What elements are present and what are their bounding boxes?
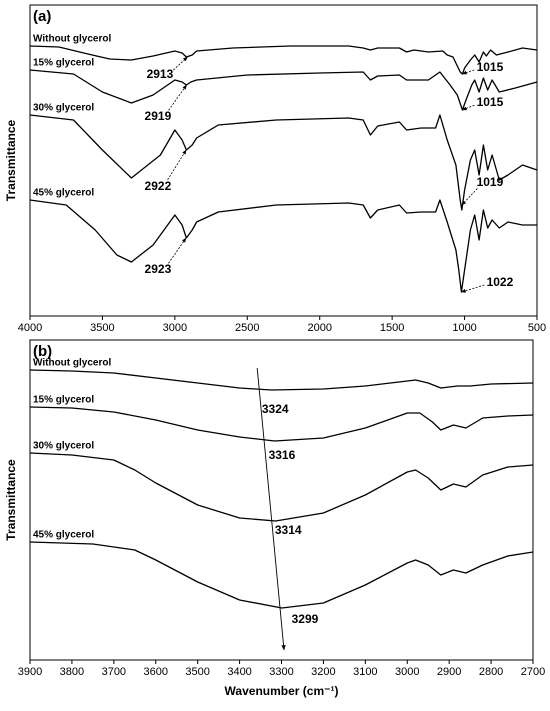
x-tick-label: 1500: [380, 322, 404, 334]
x-tick-label: 3400: [227, 666, 251, 678]
spectrum-line: [29, 45, 538, 75]
peak-label: 1015: [477, 60, 504, 74]
x-tick-label: 4000: [18, 322, 42, 334]
spectrum-line: [29, 406, 534, 442]
peak-label: 3314: [275, 523, 302, 537]
x-tick-label: 1000: [452, 322, 476, 334]
series-label: Without glycerol: [33, 358, 111, 369]
x-tick-label: 3000: [395, 666, 419, 678]
x-tick-label: 2700: [521, 666, 545, 678]
x-tick-label: 2900: [437, 666, 461, 678]
x-tick-label: 3300: [269, 666, 293, 678]
x-tick-label: 500: [528, 322, 546, 334]
x-tick-label: 2800: [479, 666, 503, 678]
spectrum-line: [29, 69, 538, 111]
peak-label: 1015: [477, 95, 504, 109]
spectrum-line: [29, 452, 534, 522]
series-label: 45% glycerol: [33, 530, 94, 541]
x-tick-label: 2500: [235, 322, 259, 334]
y-axis-label: Transmittance: [4, 459, 18, 541]
shift-arrow: [256, 367, 286, 651]
peak-label: 2919: [145, 109, 172, 123]
x-axis-label: Wavenumber (cm⁻¹): [225, 684, 339, 698]
series-label: 15% glycerol: [33, 395, 94, 406]
x-tick-label: 3900: [18, 666, 42, 678]
x-tick-label: 3000: [163, 322, 187, 334]
peak-arrow: [461, 188, 478, 206]
series-label: 30% glycerol: [33, 441, 94, 452]
peak-label: 3324: [262, 402, 289, 416]
peak-label: 2923: [145, 262, 172, 276]
x-tick-label: 3100: [353, 666, 377, 678]
x-tick-label: 3500: [90, 322, 114, 334]
y-axis-label: Transmittance: [4, 119, 18, 201]
peak-arrow: [168, 237, 187, 264]
peak-label: 2913: [147, 67, 174, 81]
series-label: Without glycerol: [33, 34, 111, 45]
series-label: 45% glycerol: [33, 188, 94, 199]
peak-arrow: [168, 84, 187, 111]
series-label: 15% glycerol: [33, 58, 94, 69]
peak-label: 1019: [477, 175, 504, 189]
peak-arrow: [460, 284, 485, 293]
peak-label: 3316: [269, 448, 296, 462]
peak-label: 1022: [487, 275, 514, 289]
x-tick-label: 3700: [102, 666, 126, 678]
x-tick-label: 3800: [60, 666, 84, 678]
panel-label: (b): [33, 343, 52, 360]
spectrum-line: [29, 369, 534, 391]
plot-frame: [29, 339, 534, 661]
x-tick-label: 3600: [144, 666, 168, 678]
peak-label: 2922: [145, 179, 172, 193]
peak-label: 3299: [292, 612, 319, 626]
x-tick-label: 3200: [311, 666, 335, 678]
series-label: 30% glycerol: [33, 103, 94, 114]
panel-label: (a): [33, 8, 51, 25]
spectrum-line: [29, 114, 538, 211]
spectrum-line: [29, 199, 537, 293]
peak-arrow: [167, 149, 187, 181]
x-tick-label: 3500: [185, 666, 209, 678]
peak-arrow: [461, 104, 475, 111]
peak-arrow: [173, 56, 188, 71]
spectrum-line: [29, 541, 534, 609]
plot-frame: [29, 4, 538, 317]
x-tick-label: 2000: [307, 322, 331, 334]
